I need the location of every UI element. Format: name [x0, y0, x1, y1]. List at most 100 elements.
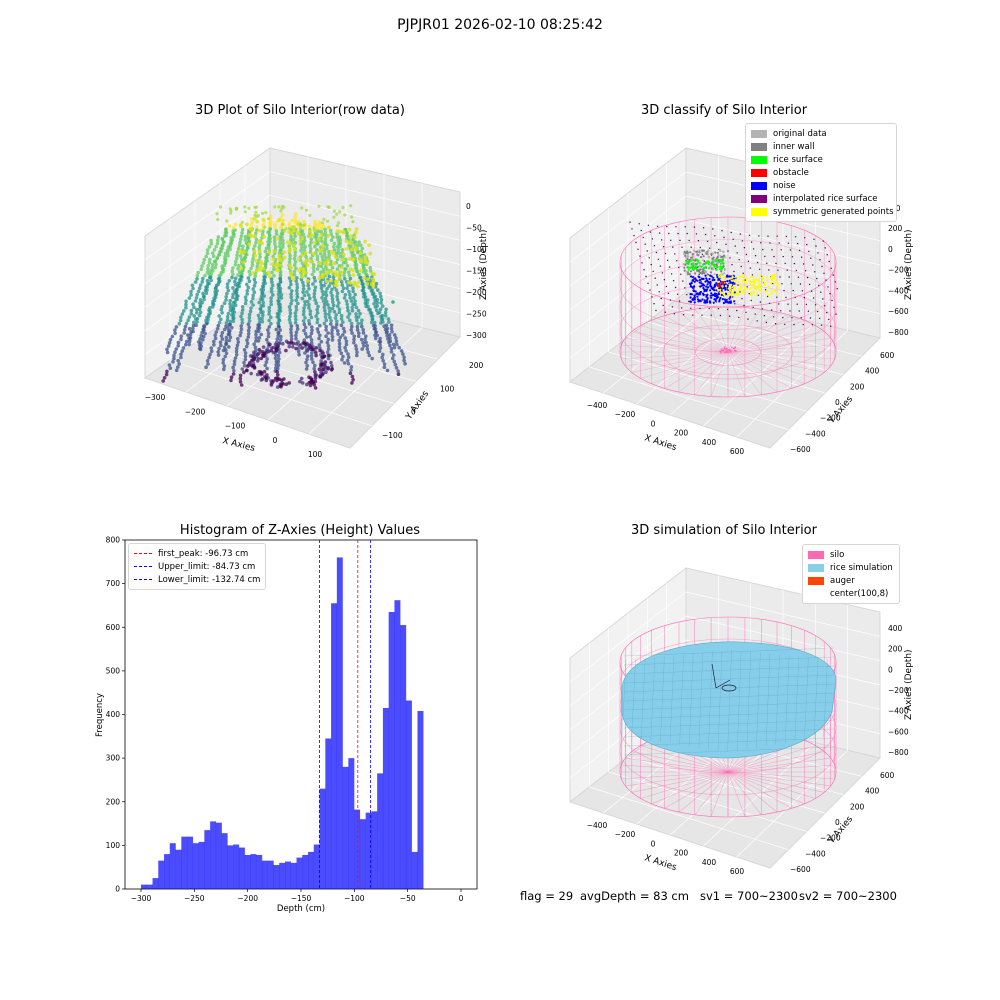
- legend-label: obstacle: [773, 167, 809, 178]
- simulation-z-tick-2: 0: [888, 665, 893, 674]
- simulation-x-tick-3: 200: [674, 849, 689, 858]
- histogram-y-tick: 400: [106, 710, 121, 719]
- classify-z-label: Z Axies (Depth): [904, 229, 914, 300]
- simulation-z-tick-6: −800: [888, 748, 909, 757]
- classify-z-tick-4: −600: [888, 307, 909, 316]
- classify-z-tick-3: −400: [888, 286, 909, 295]
- histogram-bar: [141, 884, 147, 889]
- histogram-bar: [181, 836, 188, 889]
- raw-y-tick-3: 200: [469, 361, 484, 370]
- raw-y-tick-2: 100: [440, 384, 455, 393]
- legend-line: [134, 579, 152, 580]
- legend-swatch: [751, 207, 767, 216]
- simulation-legend: silo rice simulation auger center(100,8): [802, 544, 900, 604]
- histogram-bar: [158, 860, 165, 889]
- raw-x-tick-4: 100: [308, 450, 323, 459]
- raw-x-tick-3: 0: [273, 436, 278, 445]
- simulation-legend-item: silo: [808, 548, 894, 561]
- classify-legend-item: original data: [751, 127, 891, 140]
- legend-swatch: [808, 563, 824, 572]
- raw-z-tick-1: −50: [466, 224, 482, 233]
- histogram-legend-item: first_peak: -96.73 cm: [134, 547, 260, 560]
- legend-label: first_peak: -96.73 cm: [158, 548, 249, 559]
- simulation-z-tick-4: −400: [888, 707, 909, 716]
- stat-flag: flag = 29: [520, 889, 574, 903]
- histogram-bar: [227, 845, 234, 890]
- histogram-x-tick: −50: [400, 894, 416, 903]
- simulation-y-label: Y Axies: [826, 814, 855, 846]
- histogram-bar: [377, 773, 384, 889]
- legend-label: auger: [830, 575, 855, 586]
- classify-y-tick-3: 0: [835, 398, 840, 407]
- histogram-bar: [256, 854, 263, 889]
- legend-swatch: [808, 589, 824, 598]
- histogram-bar: [279, 862, 286, 889]
- raw-z-tick-0: 0: [466, 202, 471, 211]
- raw-outlier-point: [391, 300, 395, 304]
- classify-y-label: Y Axies: [826, 394, 855, 426]
- raw-z-label: Z Axies (Depth): [479, 229, 489, 300]
- histogram-bar: [244, 854, 251, 889]
- histogram-bar: [331, 603, 338, 889]
- histogram-bar: [192, 843, 199, 889]
- simulation-z-label: Z Axies (Depth): [904, 649, 914, 720]
- histogram-title: Histogram of Z-Axies (Height) Values: [179, 523, 421, 538]
- raw-3d-plot: −300 −200 −100 0 100 −100 0 100 200 0 −50 −100 −15…: [143, 147, 489, 459]
- histogram-bar: [290, 862, 297, 889]
- histogram-bar: [348, 758, 355, 890]
- classify-x-tick-3: 200: [674, 429, 689, 438]
- histogram-bar: [394, 600, 401, 889]
- histogram-bar: [164, 854, 170, 889]
- raw-x-tick-1: −200: [185, 407, 206, 416]
- legend-label: silo: [830, 549, 845, 560]
- raw-z-tick-4: −200: [466, 288, 487, 297]
- classify-y-tick-5: 400: [865, 367, 880, 376]
- raw-y-label: Y Axies: [404, 389, 432, 422]
- raw-x-tick-0: −300: [145, 393, 166, 402]
- raw-y-tick-1: 0: [411, 408, 416, 417]
- raw-z-tick-2: −100: [466, 245, 487, 254]
- legend-label: noise: [773, 180, 796, 191]
- legend-label: rice surface: [773, 154, 823, 165]
- raw-plot-title: 3D Plot of Silo Interior(row data): [195, 103, 405, 118]
- histogram-bar: [238, 847, 245, 889]
- histogram-bar: [152, 878, 159, 889]
- histogram-axes-frame: [124, 539, 478, 890]
- histogram-y-tick: 700: [106, 579, 121, 588]
- simulation-z-tick-5: −600: [888, 727, 909, 736]
- histogram-y-tick: 0: [115, 885, 120, 894]
- simulation-plot-title: 3D simulation of Silo Interior: [631, 523, 817, 538]
- histogram-bar: [285, 861, 291, 889]
- histogram-x-tick: −150: [291, 894, 312, 903]
- simulation-y-tick-1: −400: [805, 849, 826, 858]
- histogram-bar: [250, 854, 257, 889]
- histogram-bar: [388, 611, 395, 889]
- legend-label: original data: [773, 128, 827, 139]
- classify-y-tick-1: −400: [805, 429, 826, 438]
- simulation-z-tick-3: −200: [888, 686, 909, 695]
- classify-legend: original data inner wall rice surface obsta…: [745, 123, 897, 222]
- simulation-legend-item: center(100,8): [808, 587, 894, 600]
- stat-sv2: sv2 = 700~2300: [799, 889, 897, 903]
- legend-label: rice simulation: [830, 562, 893, 573]
- stat-sv1: sv1 = 700~2300: [700, 889, 798, 903]
- raw-z-tick-6: −300: [466, 331, 487, 340]
- simulation-x-tick-1: −200: [615, 830, 636, 839]
- figure-title: PJPJR01 2026-02-10 08:25:42: [397, 17, 603, 33]
- histogram-bar: [359, 819, 366, 889]
- legend-label: Upper_limit: -84.73 cm: [158, 561, 256, 572]
- legend-swatch: [751, 129, 767, 138]
- simulation-y-tick-3: 0: [835, 818, 840, 827]
- simulation-legend-item: auger: [808, 574, 894, 587]
- classify-legend-item: rice surface: [751, 153, 891, 166]
- histogram-x-tick: −300: [131, 894, 152, 903]
- histogram-x-tick: −250: [184, 894, 205, 903]
- histogram-bar: [296, 857, 303, 889]
- classify-z-tick-0: 200: [888, 224, 903, 233]
- simulation-z-tick-1: 200: [888, 645, 903, 654]
- classify-x-tick-2: 0: [651, 419, 656, 428]
- stat-avg-depth: avgDepth = 83 cm: [580, 889, 689, 903]
